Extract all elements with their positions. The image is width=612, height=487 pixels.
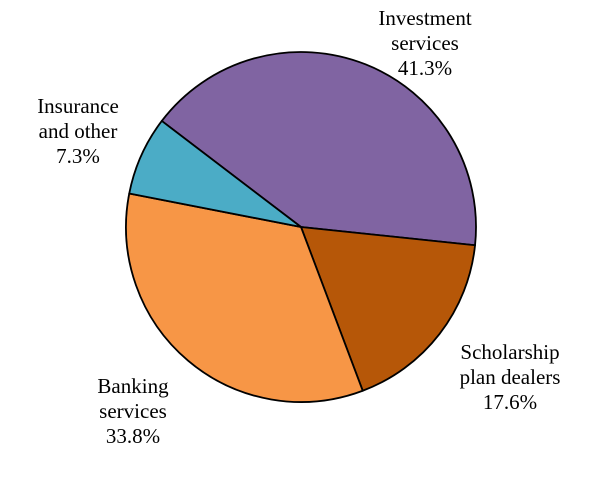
label-line: Scholarship [460, 340, 560, 364]
pie-slice-insurance-and-other [128, 120, 302, 228]
value-label: 17.6% [482, 390, 538, 414]
label-line: services [99, 399, 167, 423]
value-label: 33.8% [105, 424, 161, 448]
value-label: 41.3% [397, 56, 453, 80]
pie-slice-banking-services [125, 192, 364, 403]
label-line: Investment [378, 6, 472, 30]
pie-slice-scholarship-plan-dealers [300, 226, 476, 392]
label-scholarship-plan-dealers: Scholarship plan dealers 17.6% [435, 340, 585, 415]
label-investment-services: Investment services 41.3% [350, 6, 500, 81]
label-line: plan dealers [459, 365, 561, 389]
label-line: services [391, 31, 459, 55]
value-label: 7.3% [56, 144, 100, 168]
pie-slice-investment-services [160, 51, 477, 247]
label-line: Banking [97, 374, 169, 398]
label-line: and other [38, 119, 118, 143]
label-line: Insurance [37, 94, 119, 118]
label-banking-services: Banking services 33.8% [58, 374, 208, 449]
label-insurance-and-other: Insurance and other 7.3% [3, 94, 153, 169]
